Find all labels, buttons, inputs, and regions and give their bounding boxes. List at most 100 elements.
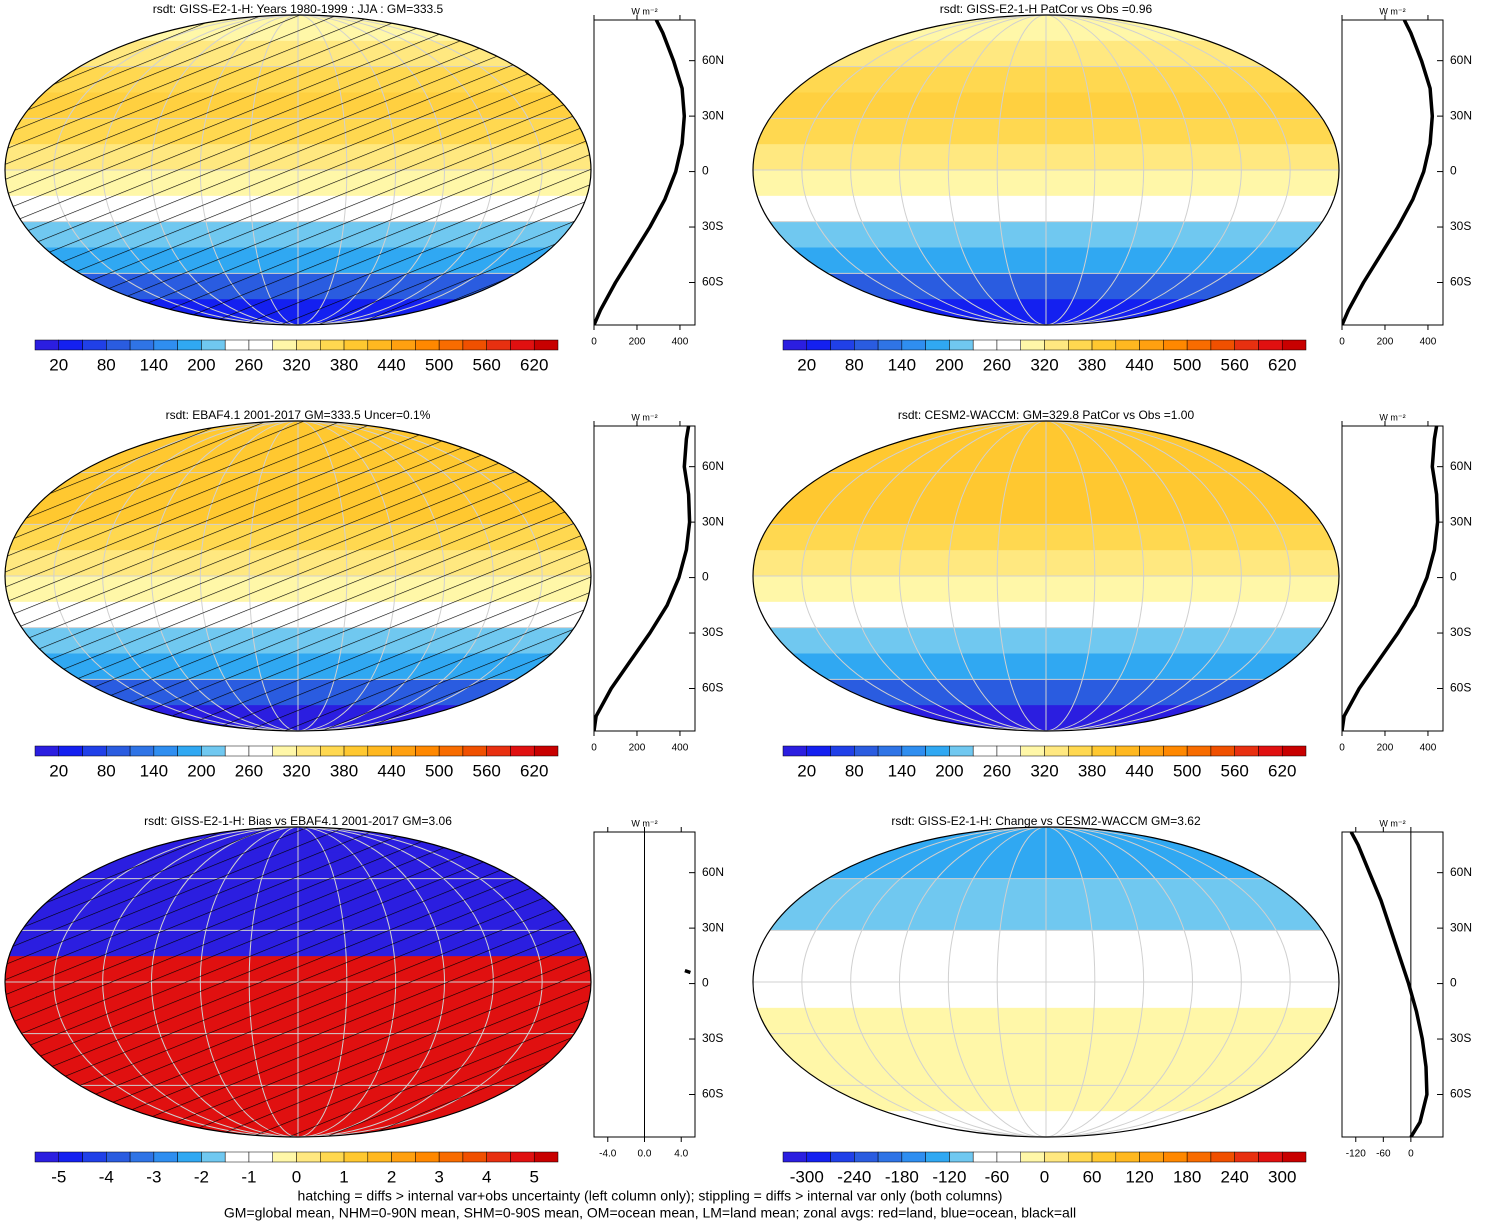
y-tick-label: 0 bbox=[702, 976, 709, 990]
colorbar-label: 620 bbox=[520, 355, 548, 374]
colorbar-label: 80 bbox=[97, 761, 116, 780]
hatching bbox=[5, 421, 591, 731]
colorbar-box bbox=[854, 745, 879, 757]
colorbar-box bbox=[1139, 339, 1164, 351]
colorbar-box bbox=[153, 745, 178, 757]
colorbar-box bbox=[972, 1151, 998, 1163]
colorbar-label: 440 bbox=[377, 761, 405, 780]
colorbar-box bbox=[996, 339, 1021, 351]
colorbar-box bbox=[129, 339, 155, 351]
colorbar-box bbox=[272, 745, 297, 757]
x-tick-label: 400 bbox=[1420, 743, 1437, 754]
colorbar-label: 140 bbox=[888, 761, 916, 780]
colorbar-box bbox=[830, 1151, 855, 1163]
colorbar-box bbox=[1068, 745, 1093, 757]
x-tick-label: 0 bbox=[591, 337, 597, 348]
colorbar-box bbox=[1234, 1151, 1259, 1163]
colorbar-box bbox=[1020, 339, 1045, 351]
meridian bbox=[996, 15, 1096, 325]
zonal-line bbox=[1342, 426, 1440, 731]
colorbar-box bbox=[224, 339, 250, 351]
colorbar-box bbox=[177, 339, 202, 351]
x-tick-label: -60 bbox=[1376, 1149, 1391, 1160]
units: W m⁻² bbox=[631, 818, 657, 828]
colorbar-box bbox=[201, 1151, 226, 1163]
colorbar-box bbox=[462, 339, 487, 351]
y-tick-label: 60S bbox=[1450, 1087, 1471, 1101]
map bbox=[5, 421, 591, 731]
map bbox=[5, 827, 591, 1137]
map bbox=[5, 15, 591, 325]
colorbar-box bbox=[1163, 339, 1188, 351]
colorbar-box bbox=[1186, 339, 1212, 351]
colorbar-box bbox=[510, 1151, 535, 1163]
colorbar-box bbox=[1186, 745, 1212, 757]
panel-title: rsdt: GISS-E2-1-H PatCor vs Obs =0.96 bbox=[940, 2, 1153, 16]
colorbar-label: 4 bbox=[482, 1167, 491, 1186]
colorbar-box bbox=[1234, 339, 1259, 351]
colorbar-box bbox=[806, 1151, 831, 1163]
colorbar-box bbox=[106, 1151, 131, 1163]
colorbar-box bbox=[367, 339, 392, 351]
colorbar-box bbox=[901, 745, 926, 757]
colorbar-box bbox=[391, 1151, 416, 1163]
colorbar-box bbox=[901, 339, 926, 351]
colorbar-box bbox=[1091, 1151, 1117, 1163]
meridian bbox=[801, 421, 1291, 731]
colorbar-box bbox=[925, 1151, 950, 1163]
colorbar-box bbox=[106, 339, 131, 351]
zonal-line bbox=[594, 20, 687, 325]
colorbar-label: -2 bbox=[194, 1167, 209, 1186]
colorbar-box bbox=[296, 1151, 321, 1163]
meridian bbox=[996, 827, 1096, 1137]
x-tick-label: 200 bbox=[1377, 743, 1394, 754]
y-tick-label: 30N bbox=[702, 920, 724, 934]
y-tick-label: 0 bbox=[1450, 164, 1457, 178]
colorbar-label: 60 bbox=[1083, 1167, 1102, 1186]
colorbar-box bbox=[438, 339, 464, 351]
colorbar-label: 200 bbox=[935, 355, 963, 374]
x-tick-label: 0 bbox=[591, 743, 597, 754]
map-border bbox=[752, 420, 1340, 732]
colorbar-label: 5 bbox=[529, 1167, 538, 1186]
colorbar-label: 380 bbox=[330, 355, 358, 374]
colorbar-box bbox=[1210, 1151, 1235, 1163]
colorbar-box bbox=[82, 1151, 107, 1163]
colorbar-box bbox=[1258, 745, 1283, 757]
x-tick-label: 0.0 bbox=[638, 1149, 652, 1160]
colorbar-box bbox=[1044, 339, 1069, 351]
colorbar-label: 200 bbox=[187, 761, 215, 780]
colorbar-label: 0 bbox=[1040, 1167, 1049, 1186]
colorbar-box bbox=[1281, 339, 1307, 351]
map bbox=[753, 15, 1339, 325]
meridian bbox=[899, 15, 1193, 325]
x-tick-label: 0 bbox=[1339, 743, 1345, 754]
colorbar-label: 140 bbox=[140, 761, 168, 780]
colorbar-box bbox=[1210, 745, 1235, 757]
colorbar-box bbox=[462, 1151, 487, 1163]
colorbar-label: 320 bbox=[282, 761, 310, 780]
x-tick-label: 200 bbox=[629, 743, 646, 754]
colorbar-box bbox=[153, 1151, 178, 1163]
map-border bbox=[4, 826, 592, 1138]
y-tick-label: 30N bbox=[1450, 920, 1472, 934]
colorbar-box bbox=[925, 339, 950, 351]
y-tick-label: 0 bbox=[702, 570, 709, 584]
colorbar-label: 140 bbox=[888, 355, 916, 374]
meridian bbox=[947, 827, 1145, 1137]
colorbar-box bbox=[129, 1151, 155, 1163]
meridian bbox=[996, 421, 1096, 731]
colorbar-box bbox=[901, 1151, 926, 1163]
colorbar-box bbox=[1139, 745, 1164, 757]
side-frame bbox=[1341, 831, 1444, 1138]
colorbar-box bbox=[510, 339, 535, 351]
colorbar-label: 120 bbox=[1125, 1167, 1153, 1186]
colorbar-label: 80 bbox=[845, 355, 864, 374]
colorbar-box bbox=[58, 1151, 83, 1163]
colorbar-label: 3 bbox=[434, 1167, 443, 1186]
meridian bbox=[899, 827, 1193, 1137]
colorbar-box bbox=[1258, 1151, 1283, 1163]
colorbar-box bbox=[1068, 339, 1093, 351]
y-tick-label: 60N bbox=[1450, 53, 1472, 67]
colorbar-box bbox=[343, 1151, 369, 1163]
